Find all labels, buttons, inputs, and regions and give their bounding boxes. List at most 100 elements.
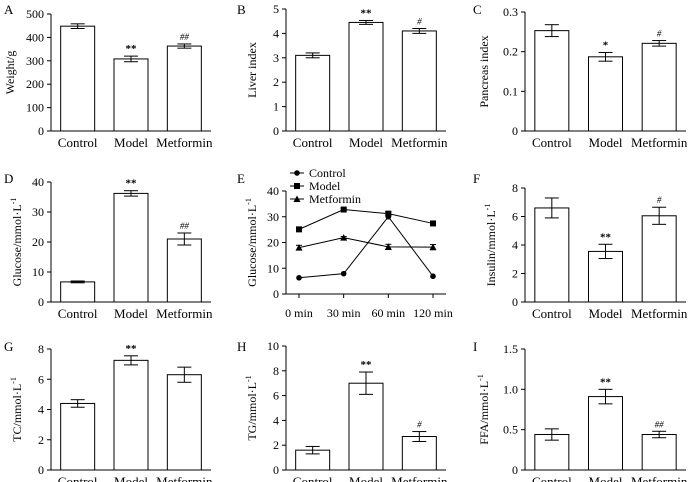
panel-e-ytick-label: 10 <box>267 261 279 275</box>
panel-g-ytick-label: 8 <box>38 342 44 356</box>
panel-i-significance-mark: ## <box>655 419 665 429</box>
legend-marker-model <box>294 183 300 189</box>
panel-d-significance-mark: ## <box>180 221 190 231</box>
panel-a-bar-control <box>60 25 96 132</box>
panel-f-ytick-label: 2 <box>512 267 518 281</box>
panel-b-ytick-label: 2 <box>273 75 279 89</box>
panel-c-ytick-label: 0.1 <box>503 84 518 98</box>
panel-h-ytick-label: 8 <box>273 364 279 378</box>
panel-e-ytick-label: 40 <box>267 184 279 198</box>
panel-b-ytick-label: 3 <box>273 51 279 65</box>
panel-a-ytick-label: 100 <box>26 101 44 115</box>
panel-d-category-label: Metformin <box>156 306 213 321</box>
panel-i-ytick-label: 1.0 <box>503 382 518 396</box>
legend-label-model: Model <box>309 179 341 193</box>
panel-a-ylabel: Weight/g <box>3 51 17 95</box>
panel-h-ytick-label: 4 <box>273 413 279 427</box>
panel-g: G 0 2 4 6 8 TC/mmol·L-1 Control Model ** Metformin <box>4 339 213 482</box>
panel-a-bar-metformin <box>166 45 202 132</box>
panel-f-bar-control <box>534 207 570 303</box>
panel-i-ytick-label: 0 <box>512 463 518 477</box>
panel-h: H 0 2 4 6 8 10 TG/mmol·L-1 Control Model ** Metform… <box>237 339 448 482</box>
panel-c-bar-control <box>534 30 570 132</box>
panel-h-ytick-label: 2 <box>273 438 279 452</box>
panel-e-series-control-point <box>430 273 436 280</box>
panel-c-category-label: Control <box>532 135 572 150</box>
panel-d-ytick-label: 0 <box>38 295 44 309</box>
legend-marker-control <box>294 170 300 176</box>
panel-c-bar-metformin <box>641 42 677 132</box>
panel-d-ytick-label: 10 <box>32 265 44 279</box>
panel-b-category-label: Model <box>349 135 383 150</box>
panel-h-bar-metformin <box>401 436 437 471</box>
panel-h-significance-mark: ** <box>361 359 373 371</box>
panel-i-letter: I <box>473 339 477 354</box>
panel-a-category-label: Control <box>58 135 98 150</box>
panel-h-category-label: Model <box>349 474 383 482</box>
panel-f-ytick-label: 6 <box>512 210 518 224</box>
panel-c-bar-model <box>588 56 623 132</box>
panel-g-ytick-label: 2 <box>38 433 44 447</box>
panel-c-significance-mark: # <box>657 29 662 39</box>
panel-h-ytick-label: 10 <box>267 339 279 353</box>
panel-e-ytick-label: 20 <box>267 236 279 250</box>
panel-e-series-model-point <box>385 210 392 217</box>
panel-c-ytick-label: 0.2 <box>503 45 518 59</box>
panel-f-letter: F <box>473 171 480 186</box>
panel-c-ytick-label: 0 <box>512 124 518 138</box>
panel-d: D 0 10 20 30 40 Glucose/mmol·L-1 Control Model **… <box>4 171 213 321</box>
panel-b-ytick-label: 0 <box>273 124 279 138</box>
panel-e-xtick-label: 0 min <box>285 306 313 320</box>
panel-i-ylabel: FFA/mmol·L-1 <box>476 374 491 444</box>
panel-b-bar-model <box>348 21 384 132</box>
panel-b-ylabel: Liver index <box>245 42 259 98</box>
panel-h-significance-mark: # <box>417 420 422 430</box>
panel-f: F 0 2 4 6 8 Insulin/mmol·L-1 Control Model ** Metf… <box>473 171 688 321</box>
panel-b-ytick-label: 1 <box>273 100 279 114</box>
panel-c-ytick-label: 0.3 <box>503 5 518 19</box>
panel-e-xtick-label: 120 min <box>413 306 453 320</box>
panel-h-ylabel: TG/mmol·L-1 <box>244 375 259 440</box>
panel-i: I 0 0.5 1.0 1.5 FFA/mmol·L-1 Control Model ** Met… <box>473 339 688 482</box>
panel-g-bar-control <box>60 402 96 471</box>
panel-h-category-label: Metformin <box>391 474 448 482</box>
panel-a-category-label: Metformin <box>156 135 213 150</box>
panel-g-category-label: Control <box>58 474 98 482</box>
panel-f-significance-mark: # <box>657 195 662 205</box>
panel-a-ytick-label: 0 <box>38 124 44 138</box>
panel-g-category-label: Metformin <box>156 474 213 482</box>
panel-c-significance-mark: * <box>603 39 609 51</box>
panel-a-significance-mark: ## <box>180 32 190 42</box>
panel-i-significance-mark: ** <box>600 376 612 388</box>
panel-e-series-model-point <box>296 226 302 233</box>
panel-g-significance-mark: ** <box>126 343 138 355</box>
panel-g-bar-metformin <box>166 374 202 471</box>
panel-h-category-label: Control <box>293 474 333 482</box>
panel-c-category-label: Metformin <box>631 135 688 150</box>
panel-e-series-model-line <box>298 209 434 230</box>
panel-e-series-control-line <box>298 215 434 279</box>
panel-g-ytick-label: 4 <box>38 403 44 417</box>
panel-h-letter: H <box>237 339 246 354</box>
panel-b: B 0 1 2 3 4 5 Liver index Control Model ** Metformi… <box>237 2 448 150</box>
panel-f-bar-metformin <box>641 215 677 303</box>
panel-h-bar-model <box>348 382 384 471</box>
panel-g-bar-model <box>113 359 149 471</box>
panel-f-category-label: Model <box>589 306 623 321</box>
panel-e-xtick-label: 60 min <box>371 306 405 320</box>
panel-g-category-label: Model <box>114 474 148 482</box>
panel-i-bar-model <box>588 396 623 471</box>
panel-e-xtick-label: 30 min <box>327 306 361 320</box>
panel-e-series-metformin-point <box>295 244 303 251</box>
panel-e-ytick-label: 0 <box>273 287 279 301</box>
panel-e-ytick-label: 30 <box>267 210 279 224</box>
panel-a-letter: A <box>4 2 14 17</box>
panel-e-series-model-point <box>430 220 436 227</box>
panel-d-category-label: Control <box>58 306 98 321</box>
panel-b-bar-metformin <box>401 30 437 132</box>
panel-c-category-label: Model <box>589 135 623 150</box>
panel-d-ytick-label: 30 <box>32 205 44 219</box>
panel-g-ylabel: TC/mmol·L-1 <box>9 377 24 442</box>
legend-marker-metformin <box>293 195 301 202</box>
